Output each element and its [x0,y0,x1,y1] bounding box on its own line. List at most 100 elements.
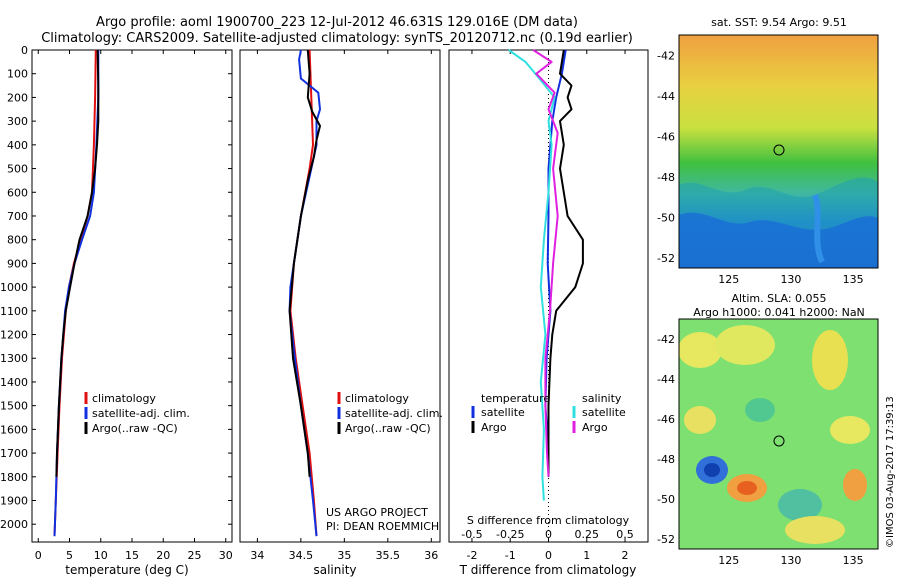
x-tick-label: 34 [250,549,264,562]
credit-label: ©IMOS 03-Aug-2017 17:39:13 [885,396,896,548]
lon-tick-label: 135 [843,554,864,567]
x-tick-label: 35 [337,549,351,562]
x-tick-label: 1 [583,549,590,562]
series-line-satellite-adj-clim- [53,50,100,537]
temperature-profiles [53,49,100,537]
depth-tick-label: 200 [7,91,28,104]
x-tick-label: 0 [545,549,552,562]
sla-low-3 [778,489,822,521]
series-line-salinity-satellite [508,49,556,501]
temperature-legend: climatology satellite-adj. clim. Argo(..… [84,392,190,435]
lon-tick-label: 125 [718,554,739,567]
sla-map-title-1: Altim. SLA: 0.055 [731,292,826,305]
lat-tick-label: -52 [657,533,675,546]
t-difference-tick-labels: -2 -1 0 1 2 [466,50,629,562]
depth-tick-label: 1800 [0,471,28,484]
lat-tick-label: -46 [657,130,675,143]
temperature-axis-label: temperature (deg C) [65,563,188,577]
sla-high-7 [830,416,870,444]
depth-tick-label: 1000 [0,281,28,294]
legend-t-satellite-label: satellite [481,406,525,419]
salinity-axis-label: salinity [313,563,356,577]
temperature-panel-frame [31,49,233,543]
legend-argo-label: Argo(..raw -QC) [345,422,431,435]
sla-profile-marker [773,435,785,447]
sst-map-title: sat. SST: 9.54 Argo: 9.51 [711,16,847,29]
s-difference-axis-label: S difference from climatology [467,514,630,527]
temperature-panel: 0100200300400500600700800900100011001200… [0,44,233,577]
pi-label: PI: DEAN ROEMMICH [326,520,439,533]
x-tick-label: 10 [94,549,108,562]
sla-high-2 [715,325,775,365]
sla-high-8 [785,516,845,544]
series-line-argo-raw-qc- [55,49,100,477]
salinity-panel-frame [239,49,441,543]
depth-tick-label: 100 [7,68,28,81]
project-label: US ARGO PROJECT [326,506,428,519]
legend-temperature-heading: temperature [481,392,550,405]
sst-map-frame [678,34,879,269]
depth-tick-label: 300 [7,115,28,128]
depth-tick-label: 2000 [0,518,28,531]
depth-tick-label: 1400 [0,376,28,389]
t-difference-axis-label: T difference from climatology [459,563,637,577]
legend-climatology-label: climatology [92,392,156,405]
x-tick-label: -2 [466,549,477,562]
difference-legend: temperature satellite Argo salinity sate… [471,392,626,434]
x-tick-label: 30 [219,549,233,562]
x-tick-label: 0 [35,549,42,562]
sla-high-4 [684,406,716,434]
sla-high-5-core [737,481,757,495]
series-line-satellite-adj-clim- [288,49,321,537]
depth-tick-label: 1300 [0,352,28,365]
series-line-climatology [53,49,97,537]
sla-low-1 [745,398,775,422]
difference-profiles [508,49,584,501]
depth-tick-label: 900 [7,257,28,270]
depth-tick-label: 0 [21,44,28,57]
lon-tick-label: 130 [780,273,801,286]
sla-map: Altim. SLA: 0.055 Argo h1000: 0.041 h200… [657,292,879,567]
sla-low-2-core [704,463,720,477]
depth-tick-label: 700 [7,210,28,223]
s-difference-tick-labels: -0.5 -0.25 0 0.25 0.5 [461,528,634,541]
legend-satellite-label: satellite-adj. clim. [345,407,443,420]
depth-tick-label: 500 [7,163,28,176]
lat-tick-label: -42 [657,333,675,346]
sst-axis-labels: -42 -44 -46 -48 -50 -52 125 130 135 [657,49,864,286]
x-tick-label: 2 [622,549,629,562]
sst-map: sat. SST: 9.54 Argo: 9.51 -42 -44 -46 -48 -5… [657,16,879,286]
lon-tick-label: 135 [843,273,864,286]
lat-tick-label: -44 [657,373,675,386]
sla-high-6 [843,469,867,501]
lat-tick-label: -48 [657,453,675,466]
lat-tick-label: -50 [657,211,675,224]
x-tick-label: 35.5 [376,549,401,562]
depth-tick-label: 1900 [0,495,28,508]
x-tick-label: 20 [156,549,170,562]
depth-tick-label: 1100 [0,305,28,318]
series-line-argo-raw-qc- [288,49,321,477]
salinity-panel: 34 34.5 35 35.5 36 salinity climatology sate… [239,49,443,577]
lat-tick-label: -48 [657,171,675,184]
salinity-profiles [288,49,321,537]
depth-tick-label: 1200 [0,329,28,342]
sla-map-title-2: Argo h1000: 0.041 h2000: NaN [693,306,865,319]
sla-axis-labels: -42 -44 -46 -48 -50 -52 125 130 135 [657,333,864,567]
x-tick-label: 5 [66,549,73,562]
lat-tick-label: -50 [657,493,675,506]
sla-high-1 [679,332,722,368]
sst-cold-water [679,212,878,268]
sst-profile-marker [773,144,785,156]
depth-tick-label: 1700 [0,447,28,460]
x-tick-label: 36 [424,549,438,562]
salinity-tick-labels: 34 34.5 35 35.5 36 [250,50,438,562]
sla-map-frame [678,318,879,550]
legend-salinity-heading: salinity [582,392,622,405]
legend-t-argo-label: Argo [481,421,507,434]
depth-tick-label: 800 [7,234,28,247]
top-tick-label: -0.5 [461,528,482,541]
depth-tick-label: 400 [7,139,28,152]
depth-tick-labels: 0 100 200 300 400 500 600 700 800 900 1000 1100 1200… [0,44,232,531]
